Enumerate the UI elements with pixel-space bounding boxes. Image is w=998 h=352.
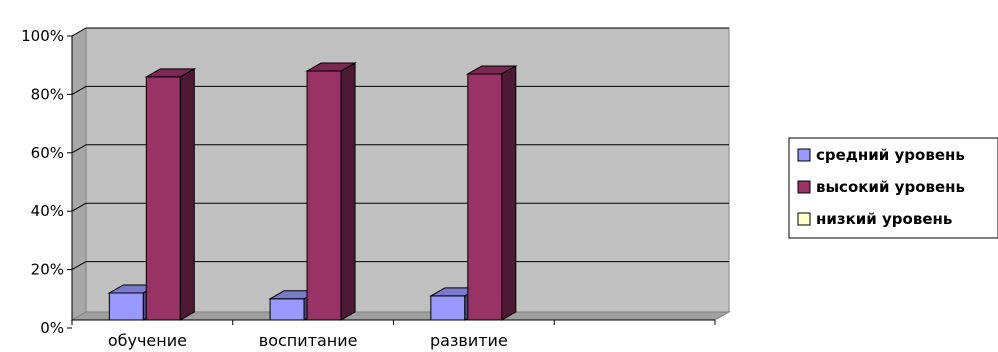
bar-high-3	[465, 65, 518, 321]
bar-front	[306, 70, 342, 321]
bar-front	[145, 76, 181, 321]
gridline-side	[71, 85, 87, 95]
bar-front	[467, 73, 503, 321]
bar-side	[179, 68, 195, 321]
legend: средний уровень высокий уровень низкий уро…	[788, 137, 998, 239]
y-tick-label: 20%	[31, 261, 64, 279]
bar-high-2	[305, 62, 357, 321]
y-tick-label: 0%	[40, 319, 64, 337]
gridline-side	[71, 27, 87, 37]
bar-high-1	[144, 68, 197, 321]
bar-front	[269, 298, 305, 321]
legend-label: низкий уровень	[816, 210, 952, 228]
legend-swatch	[797, 180, 811, 194]
plot-side-wall	[71, 27, 87, 321]
gridline-side	[71, 261, 87, 271]
legend-swatch	[797, 148, 811, 162]
gridline-side	[71, 144, 87, 154]
y-tick-label: 60%	[31, 144, 64, 162]
legend-box	[788, 137, 998, 239]
legend-swatch	[797, 212, 811, 226]
x-category-label: обучение	[108, 331, 187, 350]
axes: 0% 20% 40% 60% 80% 100% обучение воспитание разв…	[21, 27, 716, 350]
y-tick-label: 40%	[31, 202, 64, 220]
bars	[107, 62, 518, 321]
bar-side	[340, 62, 356, 321]
y-tick-label: 80%	[31, 85, 64, 103]
legend-label: высокий уровень	[816, 178, 965, 196]
bar-front	[108, 292, 144, 321]
x-category-label: развитие	[430, 331, 508, 350]
bar-front	[430, 295, 466, 321]
x-category-label: воспитание	[259, 331, 358, 350]
bar-side	[501, 65, 517, 321]
gridline-side	[71, 202, 87, 212]
legend-label: средний уровень	[816, 146, 965, 164]
y-tick-label: 100%	[21, 27, 64, 45]
